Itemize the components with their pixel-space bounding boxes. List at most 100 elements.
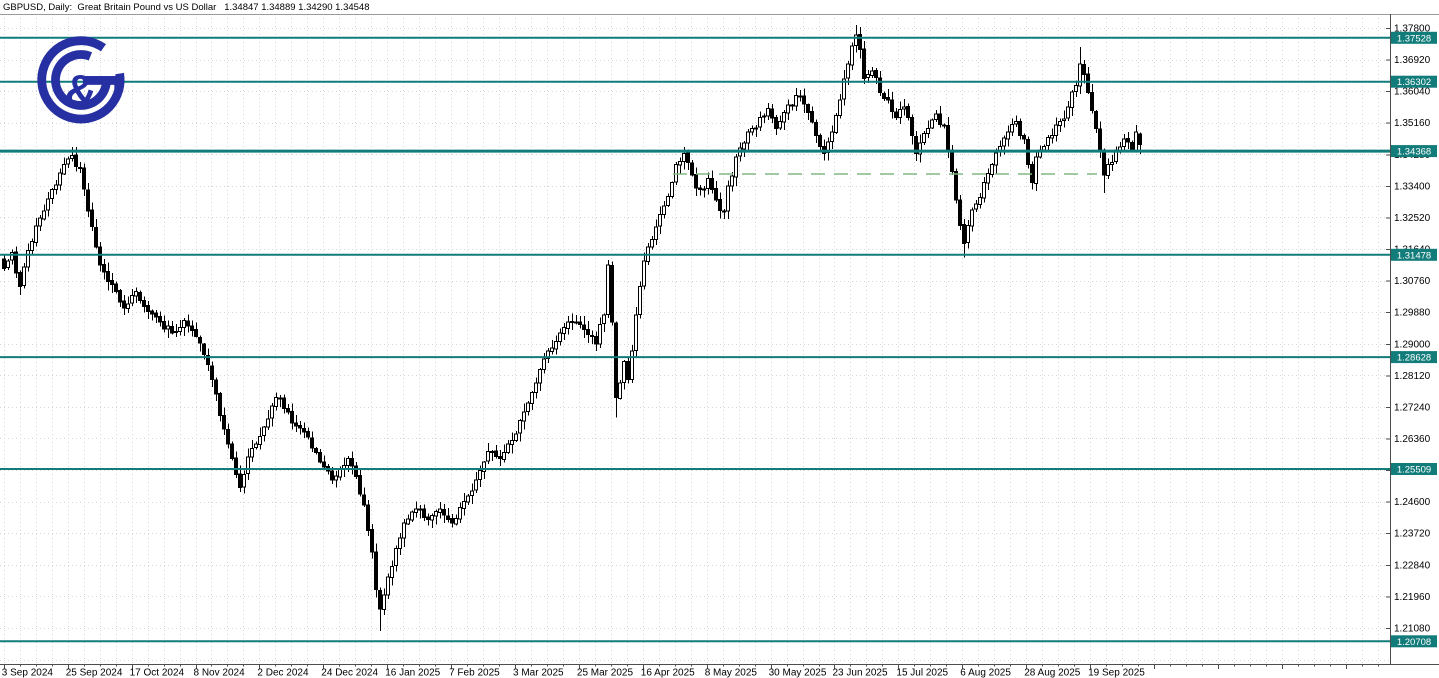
candle-up [1070,91,1074,109]
candle-up [746,131,750,144]
date-tick-label: 16 Apr 2025 [641,668,695,678]
candle-up [986,173,990,184]
candle-up [1106,163,1110,176]
price-tick-label: 1.29880 [1394,308,1431,319]
candle-up [250,447,254,458]
candle-up [406,518,410,525]
price-tick-label: 1.33400 [1394,181,1431,192]
candle-down [950,149,954,172]
candle-up [438,508,442,514]
candle-down [614,322,618,399]
candle-up [58,172,62,186]
candle-up [38,217,42,227]
candle-up [1058,120,1062,126]
candle-up [778,121,782,129]
candle-up [462,501,466,509]
candle-up [830,131,834,142]
candle-up [410,511,414,521]
candle-down [882,93,886,100]
candle-down [878,77,882,94]
candle-down [118,290,122,303]
candle-down [310,437,314,449]
date-tick-label: 25 Mar 2025 [577,668,634,678]
candle-up [926,128,930,135]
candle-down [610,264,614,323]
candle-down [1094,110,1098,130]
candle-up [970,209,974,227]
candle-up [934,113,938,121]
candle-up [34,225,38,244]
candle-down [578,321,582,325]
candle-down [586,329,590,335]
candle-up [454,518,458,525]
candle-up [838,99,842,116]
candle-down [806,104,810,113]
candle-up [270,405,274,419]
candle-up [662,205,666,215]
candle-up [750,128,754,133]
candle-up [866,73,870,78]
candle-up [1006,131,1010,140]
candle-down [350,457,354,467]
candle-up [978,197,982,205]
candle-up [1062,118,1066,121]
candle-down [590,335,594,337]
candle-down [214,379,218,395]
level-lines-layer [0,36,1390,643]
candle-up [682,153,686,163]
candle-down [718,198,722,212]
candle-up [1010,124,1014,133]
candle-up [726,185,730,212]
candle-down [354,465,358,478]
candle-down [278,397,282,400]
candle-down [798,95,802,98]
candle-up [1110,161,1114,165]
candle-up [490,450,494,453]
candle-down [358,475,362,495]
price-tick-label: 1.21960 [1394,592,1431,603]
candle-up [478,470,482,481]
candle-up [394,547,398,567]
candle-down [494,450,498,458]
candle-up [430,515,434,521]
candle-up [558,332,562,342]
candle-down [914,135,918,155]
logo-outer-arc [37,36,125,124]
date-tick-label: 3 Mar 2025 [513,668,564,678]
candle-up [10,251,14,261]
candle-down [210,365,214,381]
candle-down [114,283,118,293]
candle-down [162,321,166,330]
candle-up [766,108,770,117]
candle-down [330,470,334,481]
candle-up [666,196,670,206]
candle-down [374,551,378,590]
price-tick-label: 1.36040 [1394,87,1431,98]
level-badge-label: 1.25509 [1397,465,1431,476]
axes-layer [0,14,1439,665]
candle-up [550,347,554,353]
candle-down [1018,120,1022,136]
date-axis: 3 Sep 2024 25 Sep 2024 17 Oct 2024 8 Nov 20… [2,664,1379,678]
price-tick-label: 1.37800 [1394,24,1431,35]
candle-up [126,303,130,309]
level-badge-1.36302 [1391,75,1437,88]
level-badge-label: 1.34368 [1397,147,1431,158]
candle-up [70,154,74,159]
candle-up [702,188,706,191]
candle-up [554,341,558,350]
logo-inner-arc [51,50,111,110]
date-tick-label: 17 Oct 2024 [130,668,185,678]
candles-layer [2,24,1142,631]
candle-down [218,393,222,416]
candle-up [754,127,758,130]
logo-crossbar [82,76,124,85]
candle-down [814,121,818,137]
candle-down [170,326,174,334]
candle-up [566,321,570,329]
candle-up [434,511,438,517]
candle-up [134,291,138,297]
candle-down [694,174,698,189]
